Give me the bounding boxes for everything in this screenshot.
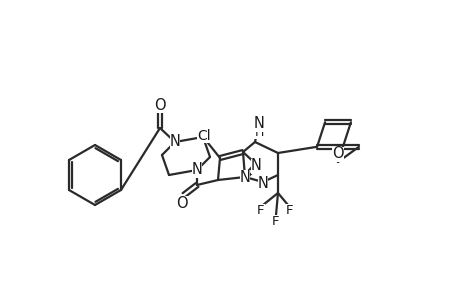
Text: N: N — [257, 176, 268, 191]
Text: N: N — [253, 116, 264, 131]
Text: H: H — [254, 125, 263, 139]
Text: N: N — [239, 169, 250, 184]
Text: O: O — [176, 196, 187, 211]
Text: Cl: Cl — [197, 129, 210, 143]
Text: F: F — [285, 203, 293, 217]
Text: F: F — [272, 215, 279, 229]
Text: N: N — [191, 163, 202, 178]
Text: N: N — [169, 134, 180, 149]
Text: F: F — [257, 203, 264, 217]
Text: O: O — [331, 146, 343, 161]
Text: N: N — [250, 158, 261, 173]
Text: O: O — [154, 98, 165, 112]
